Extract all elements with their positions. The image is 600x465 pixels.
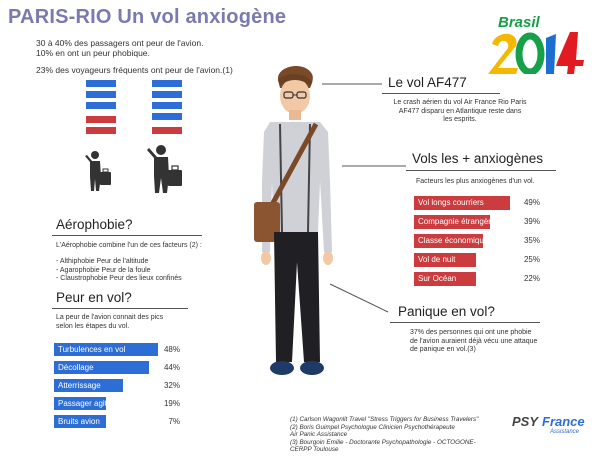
intro-frequent-travelers: 23% des voyageurs fréquents ont peur de … <box>36 65 233 75</box>
panique-heading: Panique en vol? <box>398 304 495 319</box>
peur-value: 32% <box>163 381 180 390</box>
stack-bar <box>86 127 116 134</box>
af477-underline <box>382 93 500 94</box>
anxiogenes-row: Classe économique 35% <box>414 234 544 248</box>
stack-bar <box>152 91 182 98</box>
traveler-man-illustration <box>254 66 333 375</box>
peur-bar: Passager agité <box>54 397 111 410</box>
peur-text-line: selon les étapes du vol. <box>56 322 130 330</box>
anxiogenes-subtitle: Facteurs les plus anxiogènes d'un vol. <box>416 178 535 185</box>
psy-logo-assistance: Assistance <box>550 429 580 435</box>
anxiogenes-bar: Classe économique <box>414 234 488 248</box>
anxiogenes-row: Sur Océan 22% <box>414 272 544 286</box>
panique-text-line: de panique en vol.(3) <box>410 346 476 354</box>
aerophobie-item: - Claustrophobie Peur des lieux confinés <box>56 275 182 283</box>
peur-row: Turbulences en vol 48% <box>54 343 184 356</box>
anxiogenes-chart: Vol longs courriers 49% Compagnie étrangèr… <box>414 196 544 292</box>
anxiogenes-value: 22% <box>523 274 540 283</box>
stack-left <box>86 80 116 140</box>
peur-value: 48% <box>163 345 180 354</box>
aerophobie-underline <box>52 235 202 236</box>
anxious-traveler-icon <box>85 151 111 191</box>
af477-text-line: les esprits. <box>443 116 477 124</box>
stack-bar <box>86 91 116 98</box>
af477-text: Le crash aérien du vol Air France Rio Pa… <box>390 99 530 125</box>
panique-text-line: de l'avion auraient déjà vécu une attaqu… <box>410 337 538 345</box>
anxiogenes-row: Vol longs courriers 49% <box>414 196 544 210</box>
anxiogenes-bar: Compagnie étrangère <box>414 215 495 229</box>
peur-underline <box>52 308 188 309</box>
peur-row: Passager agité 19% <box>54 397 184 410</box>
footnote-line: (2) Boris Guimpel Psychologue Clinicien … <box>290 423 455 431</box>
anxiogenes-bar: Vol de nuit <box>414 253 476 267</box>
logo-2014-graphic <box>488 32 584 74</box>
panique-underline <box>390 322 540 323</box>
anxiogenes-bar: Sur Océan <box>414 272 476 286</box>
logo-brand-text: Brasil <box>498 14 540 31</box>
stack-bar <box>152 80 182 87</box>
anxiogenes-value: 25% <box>523 255 540 264</box>
footnotes: (1) Carlson Wagonlit Travel "Stress Trig… <box>290 416 478 454</box>
anxiogenes-heading: Vols les + anxiogènes <box>412 151 543 166</box>
stack-bar <box>86 80 116 87</box>
footnote-line: (3) Bourgoin Emilie - Doctorante Psychop… <box>290 438 476 446</box>
footnote-line: CERPP Toulouse <box>290 446 339 454</box>
anxiogenes-underline <box>406 170 556 171</box>
peur-bar: Décollage <box>54 361 149 374</box>
peur-row: Décollage 44% <box>54 361 184 374</box>
peur-bar: Atterrissage <box>54 379 123 392</box>
intro-line: 30 à 40% des passagers ont peur de l'avi… <box>36 38 204 48</box>
stack-bar <box>86 116 116 123</box>
psy-logo-france: France <box>542 414 585 429</box>
aerophobie-item: - Agarophobie Peur de la foule <box>56 266 151 274</box>
footnote-line: (1) Carlson Wagonlit Travel "Stress Trig… <box>290 416 479 423</box>
peur-value: 44% <box>163 363 180 372</box>
anxious-traveler-icon <box>147 145 182 193</box>
af477-heading: Le vol AF477 <box>388 75 467 90</box>
psy-logo-psy: PSY <box>512 414 539 429</box>
af477-text-line: AF477 disparu en Atlantique reste dans <box>398 107 522 115</box>
anxiogenes-bar: Vol longs courriers <box>414 196 510 210</box>
footnote-line: Air Panic Assistance <box>290 431 348 439</box>
stack-bar <box>152 102 182 109</box>
peur-heading: Peur en vol? <box>56 290 132 305</box>
aerophobie-list: - Althiphobie Peur de l'altitude - Agaro… <box>56 258 182 284</box>
stack-bar <box>152 113 182 120</box>
anxiogenes-value: 35% <box>523 236 540 245</box>
anxiogenes-value: 39% <box>523 217 540 226</box>
peur-value: 7% <box>168 417 180 426</box>
peur-bar: Turbulences en vol <box>54 343 158 356</box>
intro-text: 30 à 40% des passagers ont peur de l'avi… <box>36 38 204 58</box>
peur-text: La peur de l'avion connait des pics selo… <box>56 314 163 331</box>
anxiogenes-row: Vol de nuit 25% <box>414 253 544 267</box>
panique-text-line: 37% des personnes qui ont une phobie <box>410 329 532 336</box>
stack-right <box>152 80 182 140</box>
anxiogenes-row: Compagnie étrangère 39% <box>414 215 544 229</box>
brasil-2014-logo: Brasil <box>484 14 588 74</box>
peur-bar: Bruits avion <box>54 415 106 428</box>
stack-bar <box>86 102 116 109</box>
af477-text-line: Le crash aérien du vol Air France Rio Pa… <box>393 99 527 106</box>
peur-value: 19% <box>163 399 180 408</box>
page-title: PARIS-RIO Un vol anxiogène <box>8 6 287 28</box>
aerophobie-heading: Aérophobie? <box>56 217 133 232</box>
aerophobie-intro: L'Aérophobie combine l'un de ces facteur… <box>56 242 202 249</box>
stack-bar <box>152 127 182 134</box>
peur-chart: Turbulences en vol 48% Décollage 44% Atterri… <box>54 343 184 431</box>
peur-text-line: La peur de l'avion connait des pics <box>56 314 164 321</box>
peur-row: Bruits avion 7% <box>54 415 184 428</box>
intro-line: 10% en ont un peur phobique. <box>36 48 150 58</box>
peur-row: Atterrissage 32% <box>54 379 184 392</box>
psy-france-logo: PSY France Assistance <box>512 414 592 442</box>
aerophobie-item: - Althiphobie Peur de l'altitude <box>56 258 149 265</box>
anxiogenes-value: 49% <box>523 198 540 207</box>
panique-text: 37% des personnes qui ont une phobie de … <box>410 329 537 355</box>
